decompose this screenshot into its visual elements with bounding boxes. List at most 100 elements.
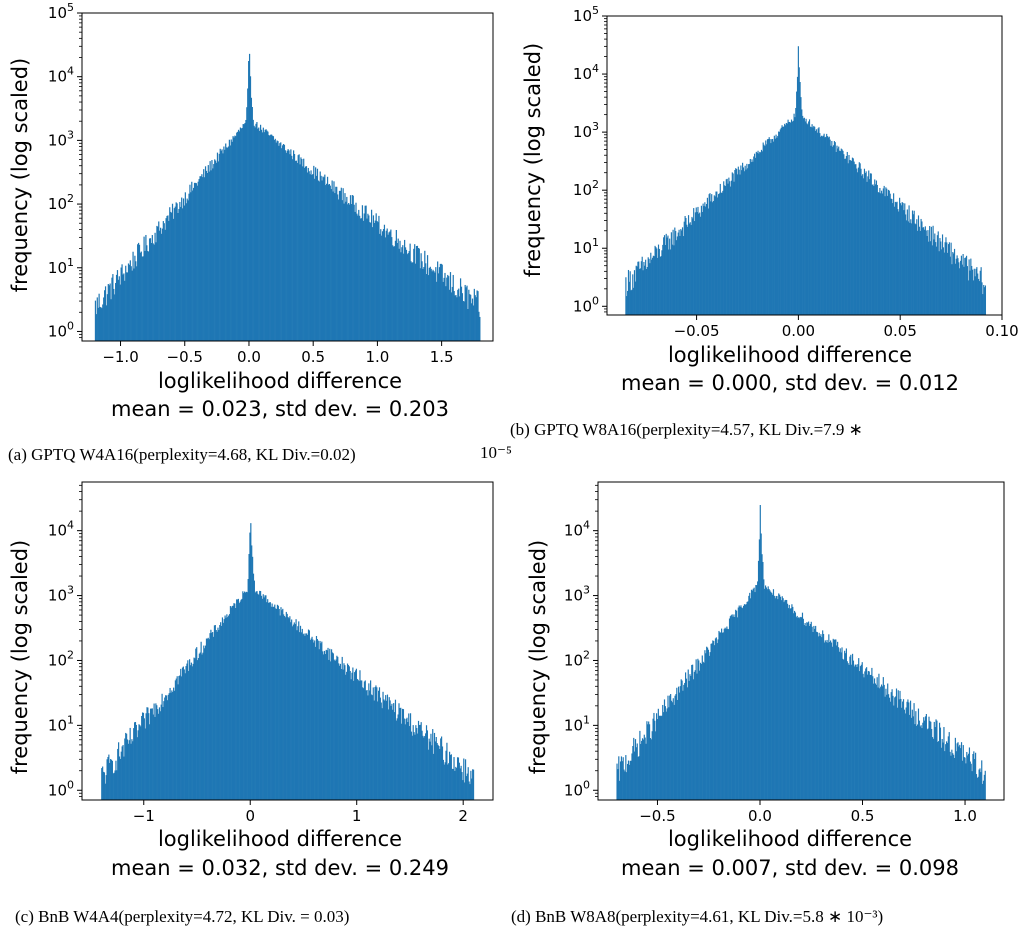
histogram-bar [170,212,173,341]
histogram-bar [652,255,654,315]
histogram-bar [846,661,848,800]
histogram-bar [831,140,833,315]
histogram-bar [104,286,107,341]
histogram-bar [651,257,654,315]
histogram-bar [475,297,477,341]
histogram-bar [441,736,443,800]
axes-frame [606,15,1003,316]
histogram-bar [872,184,874,315]
histogram-bar [401,247,403,341]
histogram-bar [983,774,985,800]
histogram-bar [920,218,922,315]
histogram-bar [844,158,847,315]
histogram-bar [387,709,389,800]
histogram-bar [748,163,751,315]
histogram-bar [669,238,671,315]
histogram-bar [160,704,162,800]
histogram-bar [650,739,652,800]
histogram-bar [338,663,340,800]
x-tick-label: 0 [245,807,255,825]
histogram-bar [111,277,113,341]
histogram-bar [212,636,215,800]
histogram-bar [284,150,286,341]
histogram-bar [934,727,936,800]
histogram-bar [760,533,762,800]
histogram-bar [877,192,879,315]
histogram-bar [725,628,727,800]
histogram-bar [711,643,713,800]
histogram-bar [840,148,842,315]
histogram-bar [326,650,328,800]
histogram-bar [289,154,291,341]
histogram-bar [782,126,784,315]
histogram-bar [825,642,827,800]
histogram-bar [456,768,458,800]
histogram-bar [638,261,640,315]
histogram-bar [436,743,438,800]
y-tick-label: 103 [48,584,74,605]
histogram-bar [930,721,932,800]
histogram-bar [811,124,813,315]
histogram-bar [221,149,223,341]
histogram-bar [240,128,242,341]
histogram-bar [931,737,934,800]
histogram-bar [113,288,115,341]
histogram-bar [737,607,739,800]
histogram-bar [248,553,250,800]
histogram-bar [421,730,423,800]
histogram-bar [633,737,635,800]
figure-caption: (a) GPTQ W4A16(perplexity=4.68, KL Div.=… [8,445,356,464]
histogram-bar [909,714,911,800]
histogram-bar [160,233,163,341]
histogram-bar [897,209,899,315]
histogram-bar [264,595,266,800]
histogram-bar [414,244,416,341]
histogram-bar [982,294,984,315]
histogram-bar [733,614,735,800]
histogram-bar [240,599,242,800]
histogram-bar [770,591,772,800]
histogram-bar [648,721,650,800]
histogram-bar [940,747,942,800]
histogram-bar [832,146,834,315]
histogram-bar [681,227,684,315]
histogram-bar [152,714,154,800]
histogram-bar [193,657,195,800]
histogram-bar [206,638,208,800]
histogram-bar [114,294,116,341]
histogram-bar [435,737,437,800]
x-tick-label: 1.0 [953,807,977,825]
histogram-bar [671,244,673,315]
histogram-bar [216,152,219,341]
histogram-bar [898,211,900,315]
histogram-bar [448,763,450,800]
histogram-bar [343,203,345,341]
histogram-bar [181,667,184,800]
histogram-bar [721,628,723,800]
histogram-bar [855,664,857,800]
histogram-bar [211,160,213,341]
histogram-bar [262,127,264,341]
histogram-bar [161,693,163,800]
histogram-bar [869,173,872,315]
histogram-bar [934,233,936,315]
histogram-bar [835,639,837,800]
histogram-bar [185,666,187,800]
histogram-bar [253,125,255,341]
histogram-bar [972,280,974,315]
histogram-bar [228,615,230,800]
histogram-bar [345,201,347,341]
histogram-bar [180,668,182,800]
histogram-bar [744,604,746,800]
histogram-bar [851,653,854,800]
histogram-bar [950,755,952,800]
histogram-bar [724,627,726,800]
histogram-bar [953,754,955,800]
histogram-bar [196,185,198,341]
y-tick-label: 104 [564,519,590,540]
histogram-bar [698,213,700,315]
histogram-bar [384,237,386,341]
histogram-bar [776,137,778,315]
histogram-bar [236,599,238,800]
histogram-bar [664,244,666,315]
